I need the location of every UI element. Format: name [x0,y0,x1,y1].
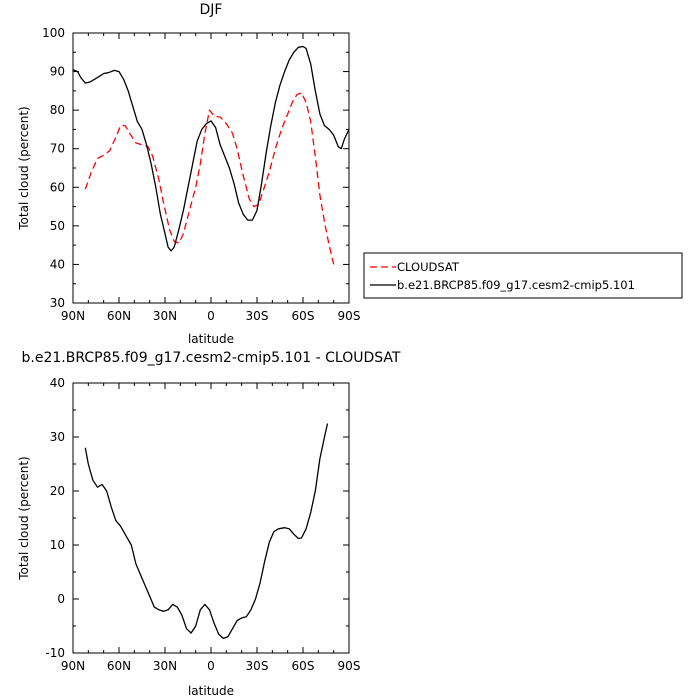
bottom-x-tick-label: 60S [292,659,315,673]
bottom-x-tick-label: 0 [207,659,215,673]
top-y-tick-label: 100 [42,26,65,40]
top-x-tick-label: 30S [246,309,269,323]
top-y-tick-label: 80 [50,103,65,117]
top-x-tick-label: 90N [61,309,85,323]
top-series-line-0 [84,92,335,265]
top-x-tick-label: 60S [292,309,315,323]
bottom-title: b.e21.BRCP85.f09_g17.cesm2-cmip5.101 - C… [22,350,401,366]
bottom-y-axis-label: Total cloud (percent) [17,456,31,580]
top-y-tick-label: 90 [50,65,65,79]
legend: CLOUDSAT b.e21.BRCP85.f09_g17.cesm2-cmip… [363,252,683,299]
top-y-tick-label: 40 [50,257,65,271]
bottom-y-tick-label: 30 [50,430,65,444]
top-lines [72,45,350,265]
panel-bottom: b.e21.BRCP85.f09_g17.cesm2-cmip5.101 - C… [17,350,401,698]
bottom-x-tick-label: 90N [61,659,85,673]
top-series-line-1 [72,45,350,252]
bottom-x-tick-label: 60N [107,659,131,673]
bottom-y-tick-label: 40 [50,376,65,390]
top-x-tick-label: 90S [338,309,361,323]
top-ticks: 90N 60N 30N 0 30S 60S 90S 30 40 50 60 70 80 90 100 [42,26,360,323]
top-plot-frame [72,32,350,304]
bottom-x-axis-label: latitude [188,684,234,698]
top-x-tick-label: 0 [207,309,215,323]
legend-label-cloudsat: CLOUDSAT [397,260,460,274]
top-x-tick-label: 60N [107,309,131,323]
legend-box [363,252,683,299]
top-x-axis-label: latitude [188,332,234,346]
top-title: DJF [200,2,223,18]
legend-label-model: b.e21.BRCP85.f09_g17.cesm2-cmip5.101 [397,278,635,292]
top-y-tick-label: 30 [50,296,65,310]
bottom-x-tick-label: 30S [246,659,269,673]
top-y-tick-label: 70 [50,142,65,156]
top-y-axis-label: Total cloud (percent) [17,106,31,230]
bottom-lines [84,423,329,640]
bottom-y-tick-label: -10 [45,646,65,660]
bottom-y-tick-label: 0 [57,592,65,606]
bottom-x-tick-label: 90S [338,659,361,673]
bottom-series-line-0 [84,423,329,640]
bottom-y-tick-label: 20 [50,484,65,498]
top-y-tick-label: 60 [50,180,65,194]
bottom-ticks: 90N 60N 30N 0 30S 60S 90S -10 0 10 20 30 40 [45,376,360,673]
bottom-y-tick-label: 10 [50,538,65,552]
top-y-tick-label: 50 [50,219,65,233]
top-x-tick-label: 30N [153,309,177,323]
panel-top: DJF 90N 60N 30N 0 30S 60S 90S 30 40 50 60 70 80 90 100… [17,2,360,346]
bottom-x-tick-label: 30N [153,659,177,673]
